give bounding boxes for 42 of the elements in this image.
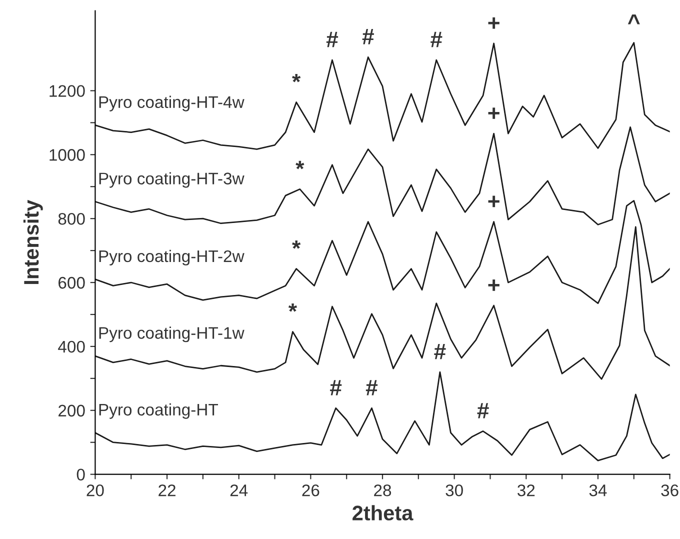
x-tick-label: 34 <box>589 484 607 496</box>
annotation: # <box>477 403 489 418</box>
series-label: Pyro coating-HT-2w <box>99 250 244 266</box>
y-tick-label: 200 <box>58 404 85 417</box>
y-tick-label: 0 <box>76 468 85 481</box>
annotation: * <box>292 74 301 82</box>
annotation: # <box>362 29 374 44</box>
annotation: # <box>434 344 446 360</box>
y-tick-label: 800 <box>58 212 85 225</box>
x-tick-label: 24 <box>230 484 248 496</box>
line-series <box>95 371 670 462</box>
y-tick-label: 1200 <box>50 85 85 97</box>
annotation: + <box>488 108 500 119</box>
annotation: * <box>288 304 298 312</box>
y-tick-label: 400 <box>58 340 85 353</box>
y-axis-title: Intensity <box>23 200 43 284</box>
annotation: * <box>296 160 304 170</box>
line-series <box>95 226 670 380</box>
annotation: # <box>366 380 378 396</box>
x-tick-label: 20 <box>86 484 104 496</box>
x-tick-label: 30 <box>446 484 463 496</box>
annotation: # <box>430 32 442 48</box>
annotation: + <box>488 196 500 208</box>
annotation: + <box>488 17 500 29</box>
series-label: Pyro coating-HT-3w <box>99 172 244 188</box>
x-tick-label: 36 <box>661 484 678 496</box>
x-tick-label: 32 <box>518 484 535 496</box>
x-axis-title: 2theta <box>352 505 414 520</box>
x-tick-label: 26 <box>302 484 320 496</box>
annotation: # <box>330 380 342 396</box>
y-tick-label: 1000 <box>50 149 85 161</box>
annotation: ^ <box>628 14 640 24</box>
annotation: # <box>326 32 338 48</box>
line-series <box>95 126 670 226</box>
series-label: Pyro coating-HT-1w <box>99 326 244 342</box>
x-tick-label: 28 <box>374 484 392 496</box>
annotation: + <box>488 280 500 291</box>
series-label: Pyro coating-HT <box>99 403 218 419</box>
annotation: * <box>292 240 301 249</box>
x-tick-label: 22 <box>158 484 176 496</box>
y-tick-label: 600 <box>58 276 85 289</box>
series-label: Pyro coating-HT-4w <box>99 96 244 112</box>
